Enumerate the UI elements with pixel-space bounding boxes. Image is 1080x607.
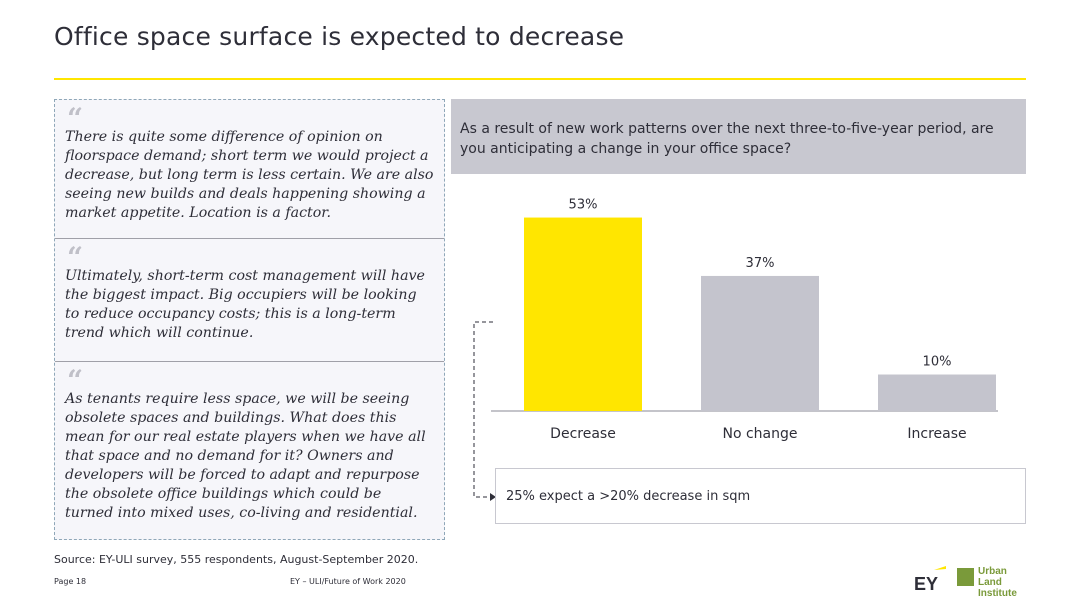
ey-logo-text: EY bbox=[914, 574, 938, 592]
uli-logo-line1: Urban Land bbox=[978, 566, 1007, 588]
bar-chart: 53% Decrease 37% No change 10% Increase bbox=[491, 198, 998, 442]
callout-connector bbox=[473, 321, 496, 501]
value-label: 10% bbox=[923, 355, 952, 370]
footer-title: EY – ULI/Future of Work 2020 bbox=[290, 577, 406, 586]
quote-text: Ultimately, short-term cost management w… bbox=[65, 268, 425, 341]
page-title: Office space surface is expected to decr… bbox=[54, 22, 625, 51]
uli-logo-mark bbox=[957, 568, 974, 586]
quote-3: “ As tenants require less space, we will… bbox=[55, 364, 444, 523]
quote-divider bbox=[55, 361, 444, 362]
page-number: Page 18 bbox=[54, 577, 87, 586]
quote-2: “ Ultimately, short-term cost management… bbox=[55, 241, 444, 343]
quote-divider bbox=[55, 238, 444, 239]
value-label: 37% bbox=[746, 256, 775, 271]
ey-logo: EY bbox=[914, 566, 946, 592]
uli-logo-line2: Institute bbox=[978, 588, 1017, 599]
category-label: Increase bbox=[907, 426, 966, 442]
source-note: Source: EY-ULI survey, 555 respondents, … bbox=[54, 553, 419, 566]
quote-text: As tenants require less space, we will b… bbox=[65, 391, 426, 521]
bar-no-change bbox=[701, 275, 819, 411]
quote-mark-icon: “ bbox=[67, 102, 84, 135]
category-label: Decrease bbox=[550, 426, 616, 442]
callout-text: 25% expect a >20% decrease in sqm bbox=[506, 489, 751, 504]
callout-box: 25% expect a >20% decrease in sqm bbox=[495, 468, 1026, 524]
value-label: 53% bbox=[569, 198, 598, 213]
survey-question: As a result of new work patterns over th… bbox=[451, 99, 1026, 174]
quote-mark-icon: “ bbox=[67, 241, 84, 274]
category-label: No change bbox=[722, 426, 797, 442]
bar-decrease bbox=[524, 217, 642, 411]
uli-logo: Urban Land Institute bbox=[957, 566, 1027, 599]
quotes-panel: “ There is quite some difference of opin… bbox=[54, 99, 445, 540]
quote-1: “ There is quite some difference of opin… bbox=[55, 102, 444, 223]
quote-text: There is quite some difference of opinio… bbox=[65, 129, 434, 221]
bar-increase bbox=[878, 374, 996, 411]
quote-mark-icon: “ bbox=[67, 364, 84, 397]
title-underline bbox=[54, 78, 1026, 80]
